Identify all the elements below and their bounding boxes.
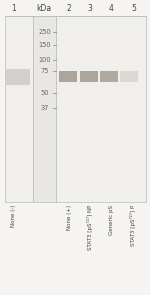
Bar xyxy=(56,16,146,202)
Bar xyxy=(33,16,56,202)
Text: 37: 37 xyxy=(40,105,49,111)
Text: 1: 1 xyxy=(11,4,16,13)
Bar xyxy=(4,16,33,202)
Text: kDa: kDa xyxy=(36,4,51,13)
Bar xyxy=(80,71,98,82)
Text: 2: 2 xyxy=(67,4,71,13)
Text: 250: 250 xyxy=(38,29,51,35)
Text: 150: 150 xyxy=(38,42,51,48)
Text: STAT3 [pS⁷²⁷] NP: STAT3 [pS⁷²⁷] NP xyxy=(87,205,93,250)
Text: 75: 75 xyxy=(40,68,49,74)
Text: 100: 100 xyxy=(38,57,51,63)
Text: STAT3 [pS⁷²⁷] P: STAT3 [pS⁷²⁷] P xyxy=(130,205,136,246)
Text: 5: 5 xyxy=(131,4,136,13)
Bar xyxy=(120,71,138,82)
Text: None (-): None (-) xyxy=(11,205,16,227)
Text: None (+): None (+) xyxy=(66,205,72,230)
Text: 3: 3 xyxy=(88,4,92,13)
Bar xyxy=(100,71,118,82)
Text: 4: 4 xyxy=(109,4,113,13)
Bar xyxy=(59,71,77,82)
Text: 50: 50 xyxy=(40,90,49,96)
Text: Generic pS: Generic pS xyxy=(108,205,114,235)
Bar xyxy=(6,69,30,85)
